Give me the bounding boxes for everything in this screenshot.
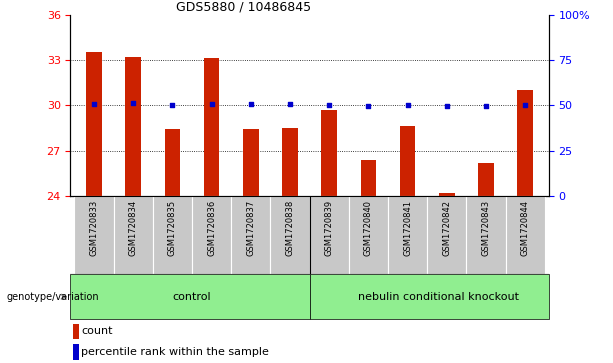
- Bar: [517, 90, 533, 196]
- Point: [246, 101, 256, 107]
- Bar: [349, 196, 388, 274]
- Text: GSM1720839: GSM1720839: [325, 200, 333, 256]
- Bar: [388, 196, 427, 274]
- Bar: [321, 110, 337, 196]
- Bar: [282, 128, 298, 196]
- Point: [207, 101, 216, 107]
- Point: [128, 101, 138, 106]
- Bar: [192, 196, 231, 274]
- Bar: [73, 344, 79, 359]
- Bar: [74, 196, 113, 274]
- Bar: [243, 130, 259, 196]
- Bar: [400, 126, 416, 196]
- Text: GSM1720841: GSM1720841: [403, 200, 412, 256]
- Point: [481, 103, 491, 109]
- Bar: [164, 130, 180, 196]
- Text: GSM1720843: GSM1720843: [481, 200, 490, 256]
- Bar: [204, 58, 219, 196]
- Point: [403, 102, 413, 108]
- Bar: [70, 274, 310, 319]
- Bar: [113, 196, 153, 274]
- Bar: [466, 196, 506, 274]
- Text: GDS5880 / 10486845: GDS5880 / 10486845: [176, 0, 311, 13]
- Text: GSM1720844: GSM1720844: [520, 200, 530, 256]
- Bar: [73, 324, 79, 339]
- Text: GSM1720838: GSM1720838: [286, 200, 294, 256]
- Bar: [427, 196, 466, 274]
- Text: control: control: [173, 292, 211, 302]
- Bar: [310, 274, 549, 319]
- Point: [285, 101, 295, 107]
- Bar: [126, 57, 141, 196]
- Bar: [478, 163, 493, 196]
- Point: [442, 103, 452, 109]
- Point: [324, 102, 334, 108]
- Text: genotype/variation: genotype/variation: [6, 292, 99, 302]
- Bar: [360, 160, 376, 196]
- Text: count: count: [82, 326, 113, 336]
- Text: GSM1720834: GSM1720834: [129, 200, 138, 256]
- Text: GSM1720836: GSM1720836: [207, 200, 216, 256]
- Text: nebulin conditional knockout: nebulin conditional knockout: [359, 292, 519, 302]
- Point: [520, 102, 530, 108]
- Text: GSM1720837: GSM1720837: [246, 200, 255, 256]
- Text: GSM1720835: GSM1720835: [168, 200, 177, 256]
- Bar: [439, 193, 455, 196]
- Point: [89, 101, 99, 107]
- Text: GSM1720833: GSM1720833: [89, 200, 99, 256]
- Point: [167, 102, 177, 108]
- Bar: [86, 52, 102, 196]
- Bar: [270, 196, 310, 274]
- Bar: [310, 196, 349, 274]
- Bar: [506, 196, 545, 274]
- Point: [364, 103, 373, 109]
- Bar: [231, 196, 270, 274]
- Text: GSM1720842: GSM1720842: [442, 200, 451, 256]
- Text: GSM1720840: GSM1720840: [364, 200, 373, 256]
- Bar: [153, 196, 192, 274]
- Text: percentile rank within the sample: percentile rank within the sample: [82, 347, 269, 357]
